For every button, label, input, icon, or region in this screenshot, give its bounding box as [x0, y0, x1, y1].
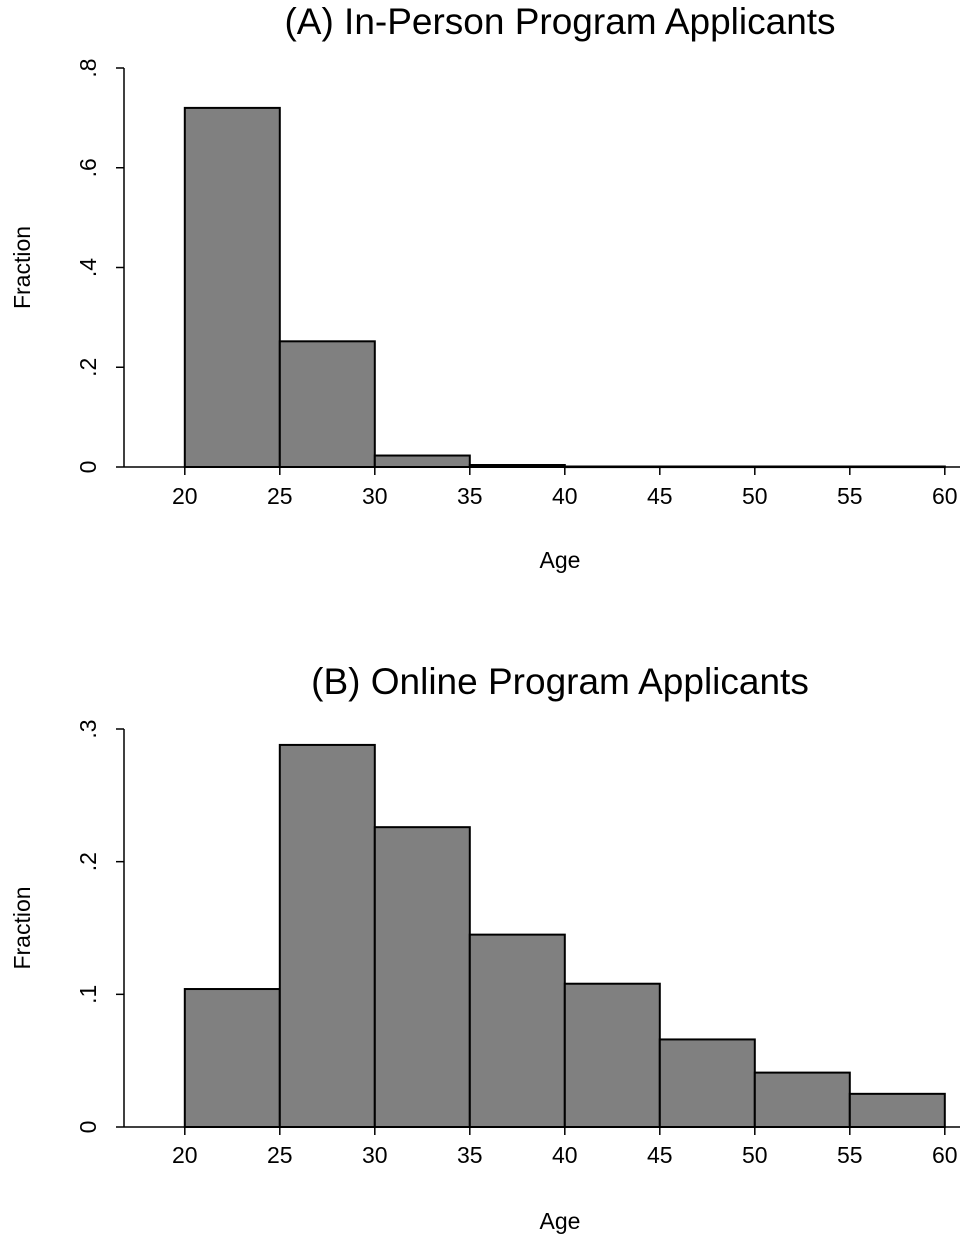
x-tick-label: 20: [172, 1142, 198, 1168]
y-axis-label: Fraction: [9, 226, 35, 309]
histogram-bar: [183, 106, 281, 469]
x-tick-label: 45: [647, 1142, 673, 1168]
x-tick-label: 55: [837, 483, 863, 509]
x-tick-label: 30: [362, 1142, 388, 1168]
y-tick-label: .1: [75, 985, 101, 1004]
histogram-bar: [658, 1038, 756, 1128]
x-tick-label: 50: [742, 483, 768, 509]
chart-title: (A) In-Person Program Applicants: [284, 1, 835, 42]
x-tick-label: 35: [457, 1142, 483, 1168]
x-tick-label: 40: [552, 483, 578, 509]
histogram-bar: [563, 982, 661, 1128]
histogram-bar: [848, 1092, 946, 1129]
y-axis-label: Fraction: [9, 886, 35, 969]
histogram-bar: [468, 933, 566, 1129]
x-tick-label: 25: [267, 483, 293, 509]
y-tick-label: .2: [75, 852, 101, 871]
histogram-bar: [278, 743, 376, 1128]
panel-a-in-person: (A) In-Person Program Applicants 20 25 30 35…: [9, 1, 960, 573]
y-tick-label: .6: [75, 158, 101, 177]
histogram-bar: [278, 340, 376, 468]
histogram-bar: [373, 454, 471, 468]
histogram-bar: [373, 826, 471, 1128]
y-tick-label: .8: [75, 58, 101, 77]
histogram-bar: [753, 1071, 851, 1129]
x-tick-label: 55: [837, 1142, 863, 1168]
y-tick-label: .3: [75, 719, 101, 738]
chart-title: (B) Online Program Applicants: [311, 661, 809, 702]
panel-b-online: (B) Online Program Applicants 20 25 30 35 40 4…: [9, 661, 960, 1234]
y-tick-label: 0: [75, 461, 101, 474]
x-tick-label: 50: [742, 1142, 768, 1168]
x-tick-label: 20: [172, 483, 198, 509]
x-tick-label: 35: [457, 483, 483, 509]
x-axis-label: Age: [540, 1208, 581, 1234]
y-tick-label: 0: [75, 1121, 101, 1134]
x-tick-label: 25: [267, 1142, 293, 1168]
x-tick-label: 30: [362, 483, 388, 509]
y-tick-label: .4: [75, 258, 101, 277]
x-tick-label: 45: [647, 483, 673, 509]
histogram-bar: [183, 988, 281, 1128]
y-tick-label: .2: [75, 358, 101, 377]
x-tick-label: 40: [552, 1142, 578, 1168]
x-tick-label: 60: [932, 1142, 958, 1168]
x-tick-label: 60: [932, 483, 958, 509]
x-axis-label: Age: [540, 547, 581, 573]
